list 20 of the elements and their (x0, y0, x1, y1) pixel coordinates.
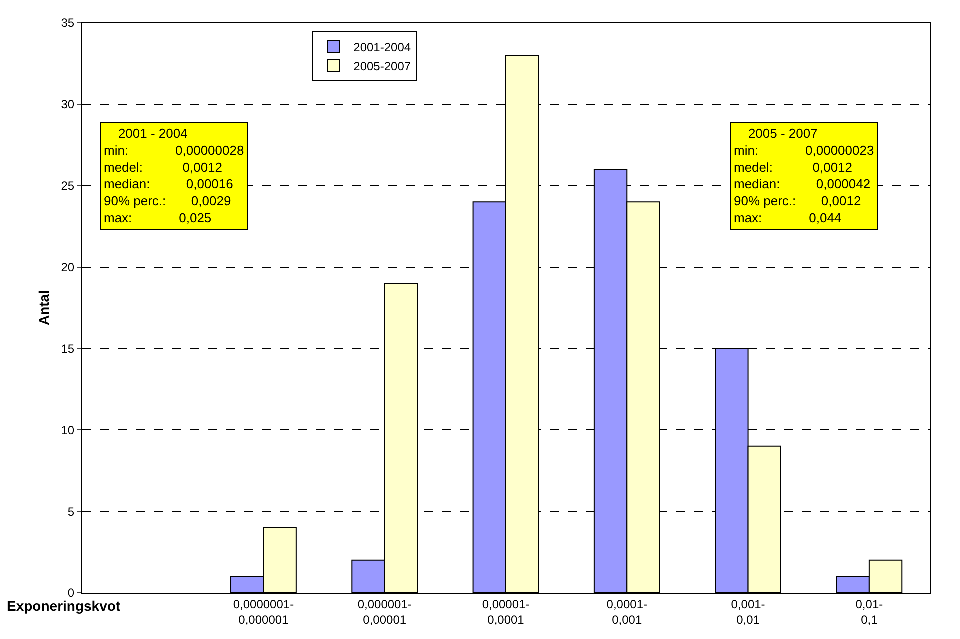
x-tick-label: 0,01- 0,1 (856, 597, 884, 627)
y-tick-label: 25 (61, 179, 75, 194)
y-tick-label: 10 (61, 423, 75, 438)
y-tick-label: 30 (61, 98, 75, 112)
legend-label: 2001-2004 (354, 40, 412, 55)
y-tick-label: 5 (68, 504, 75, 519)
legend-label: 2005-2007 (354, 60, 412, 74)
y-tick-label: 35 (61, 16, 75, 30)
x-tick-label: 0,0001- 0,001 (606, 597, 648, 627)
x-tick-label: 0,00001- 0,0001 (482, 597, 530, 627)
y-tick-label: 15 (61, 342, 75, 356)
annotation: 2005 - 2007 min: 0,00000023 medel: 0,0012 median: 0,000042 90% perc.: 0,0012 max: 0,044 (734, 126, 874, 226)
y-axis-title: Antal (36, 290, 52, 326)
y-tick-label: 20 (61, 260, 75, 274)
y-tick-label: 0 (68, 586, 75, 600)
x-tick-label: 0,000001- 0,00001 (358, 597, 412, 627)
x-tick-label: 0,0000001- 0,000001 (233, 597, 294, 627)
annotation: 2001 - 2004 min: 0,00000028 medel: 0,0012 median: 0,00016 90% perc.: 0,0029 max: 0,025 (104, 126, 244, 226)
x-axis-title: Exponeringskvot (7, 598, 121, 614)
x-tick-label: 0,001- 0,01 (731, 597, 766, 627)
